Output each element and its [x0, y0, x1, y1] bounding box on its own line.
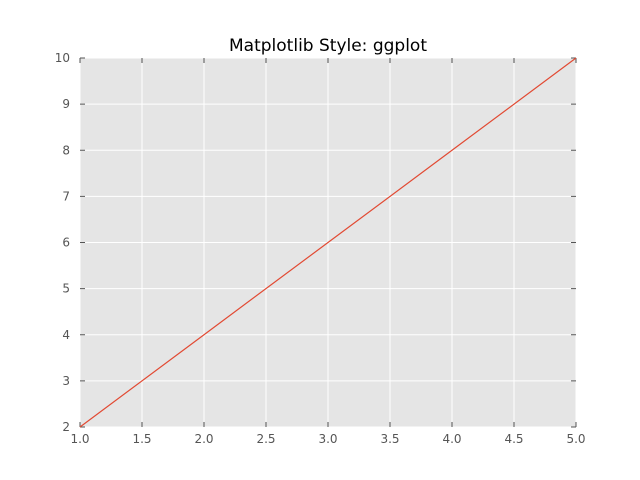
- x-axis-tick-labels: 1.0 1.5 2.0 2.5 3.0 3.5 4.0 4.5 5.0: [70, 432, 585, 446]
- x-tick-label: 2.5: [256, 432, 275, 446]
- x-tick-label: 3.0: [318, 432, 337, 446]
- y-tick-label: 2: [62, 420, 70, 434]
- y-tick-label: 8: [62, 143, 70, 157]
- series-line-0: [79, 57, 577, 428]
- y-tick-label: 4: [62, 328, 70, 342]
- x-tick-label: 4.0: [442, 432, 461, 446]
- x-tick-label: 3.5: [380, 432, 399, 446]
- axis-ticks: [79, 57, 577, 428]
- y-tick-label: 3: [62, 374, 70, 388]
- series-layer: [79, 57, 577, 428]
- y-tick-label: 6: [62, 236, 70, 250]
- x-tick-label: 1.5: [132, 432, 151, 446]
- x-tick-label: 2.0: [194, 432, 213, 446]
- x-tick-label: 4.5: [504, 432, 523, 446]
- y-tick-label: 7: [62, 189, 70, 203]
- x-tick-label: 1.0: [70, 432, 89, 446]
- x-tick-label: 5.0: [566, 432, 585, 446]
- y-tick-label: 10: [55, 51, 70, 65]
- y-axis-tick-labels: 2 3 4 5 6 7 8 9 10: [55, 51, 70, 434]
- chart-title: Matplotlib Style: ggplot: [229, 36, 427, 56]
- y-tick-label: 5: [62, 282, 70, 296]
- y-tick-label: 9: [62, 97, 70, 111]
